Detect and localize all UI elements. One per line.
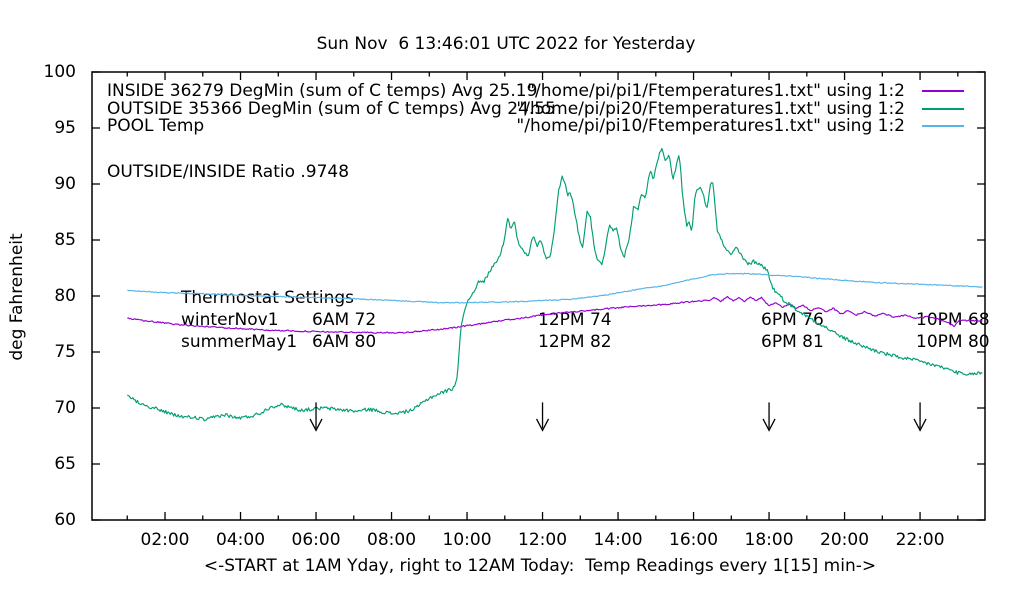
- x-tick-label: 10:00: [442, 530, 492, 550]
- y-tick-label: 65: [54, 454, 76, 474]
- thermostat-summer-6pm: 6PM 81: [761, 332, 824, 352]
- down-arrow-icon: [913, 418, 927, 432]
- x-axis-label: <-START at 1AM Yday, right to 12AM Today…: [203, 556, 877, 576]
- thermostat-summer-12pm: 12PM 82: [538, 332, 612, 352]
- x-tick-label: 18:00: [744, 530, 794, 550]
- thermostat-summer-name: summerMay1: [181, 332, 298, 352]
- y-tick-label: 60: [54, 510, 76, 530]
- legend-label-inside: INSIDE 36279 DegMin (sum of C temps) Avg…: [107, 81, 538, 101]
- x-tick-label: 20:00: [820, 530, 870, 550]
- thermostat-winter-10pm: 10PM 68: [916, 310, 990, 330]
- y-tick-label: 70: [54, 398, 76, 418]
- ratio-label: OUTSIDE/INSIDE Ratio .9748: [107, 162, 350, 182]
- thermostat-winter-6pm: 6PM 76: [761, 310, 824, 330]
- x-tick-label: 16:00: [669, 530, 719, 550]
- thermostat-title: Thermostat Settings: [181, 288, 355, 308]
- y-tick-label: 80: [54, 286, 76, 306]
- thermostat-winter-12pm: 12PM 74: [538, 310, 612, 330]
- y-tick-label: 75: [54, 342, 76, 362]
- x-tick-label: 06:00: [291, 530, 341, 550]
- thermostat-winter-name: winterNov1: [181, 310, 279, 330]
- y-tick-label: 100: [43, 62, 76, 82]
- down-arrow-icon: [535, 418, 550, 432]
- y-tick-label: 85: [54, 230, 76, 250]
- down-arrow-icon: [762, 418, 776, 432]
- x-tick-label: 04:00: [216, 530, 266, 550]
- series-line-outside: [127, 147, 983, 422]
- legend-label-pool: POOL Temp: [107, 116, 205, 136]
- thermostat-summer-10pm: 10PM 80: [916, 332, 990, 352]
- down-arrow-icon: [309, 418, 323, 432]
- x-tick-label: 08:00: [367, 530, 417, 550]
- x-tick-label: 02:00: [140, 530, 190, 550]
- chart-title: Sun Nov 6 13:46:01 UTC 2022 for Yesterda…: [316, 34, 696, 54]
- thermostat-summer-6am: 6AM 80: [312, 332, 377, 352]
- x-tick-label: 22:00: [895, 530, 945, 550]
- legend-file-inside: "/home/pi/pi1/Ftemperatures1.txt" using …: [527, 81, 905, 101]
- legend-file-pool: "/home/pi/pi10/Ftemperatures1.txt" using…: [516, 116, 905, 136]
- x-tick-label: 12:00: [518, 530, 568, 550]
- y-tick-label: 95: [54, 118, 76, 138]
- y-tick-label: 90: [54, 174, 76, 194]
- x-tick-label: 14:00: [593, 530, 643, 550]
- thermostat-winter-6am: 6AM 72: [312, 310, 377, 330]
